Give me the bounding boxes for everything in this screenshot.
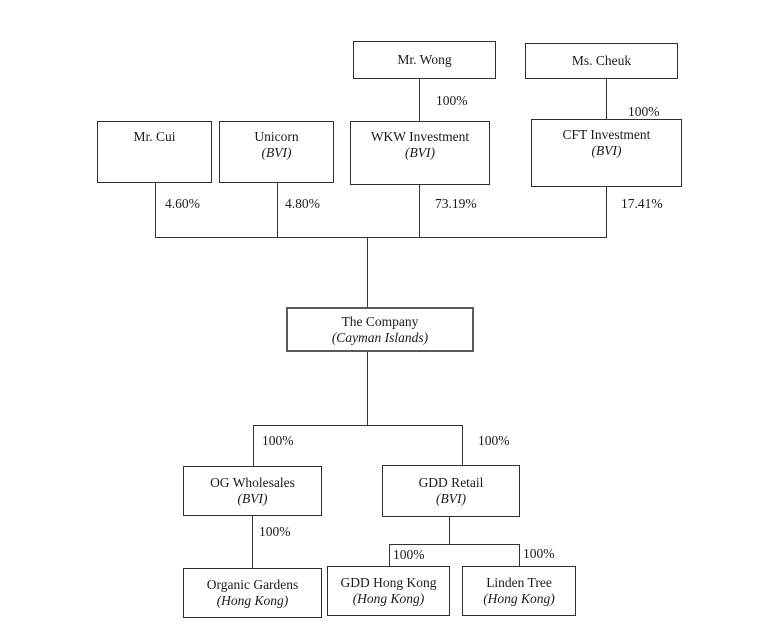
entity-name: Linden Tree [486,575,552,590]
entity-name: WKW Investment [370,129,470,144]
connector-line [253,425,463,426]
node-wkw-investment: WKW Investment (BVI) [350,121,490,185]
connector-line [389,544,520,545]
node-organic-gardens: Organic Gardens (Hong Kong) [183,568,322,618]
connector-line [155,237,607,238]
connector-line [367,352,368,425]
entity-name: Organic Gardens [206,577,299,592]
ownership-label-company-to-gdd-retail: 100% [478,433,510,448]
connector-line [253,425,254,466]
connector-line [277,183,278,237]
entity-name: Mr. Cui [133,129,176,144]
entity-name: CFT Investment [562,127,651,142]
entity-jurisdiction: (Hong Kong) [352,591,425,606]
connector-line [449,517,450,544]
entity-jurisdiction: (BVI) [591,143,622,158]
entity-jurisdiction: (BVI) [261,145,292,160]
entity-name: OG Wholesales [210,475,295,490]
connector-line [155,183,156,237]
connector-line [519,544,520,566]
entity-jurisdiction: (Hong Kong) [216,593,289,608]
connector-line [389,544,390,566]
node-mr-wong: Mr. Wong [353,41,496,79]
entity-name: Ms. Cheuk [571,53,632,68]
entity-jurisdiction: (Hong Kong) [483,591,555,606]
connector-line [419,79,420,121]
entity-name: Unicorn [254,129,299,144]
ownership-label-company-to-og: 100% [262,433,294,448]
entity-name: GDD Hong Kong [340,575,437,590]
node-og-wholesales: OG Wholesales (BVI) [183,466,322,516]
connector-line [462,425,463,465]
entity-jurisdiction: (BVI) [405,145,435,160]
ownership-label-cheuk-to-cft: 100% [628,104,660,119]
ownership-label-cui-to-company: 4.60% [165,196,200,211]
entity-jurisdiction: (BVI) [237,491,268,506]
ownership-label-og-to-organic-gardens: 100% [259,524,291,539]
ownership-label-cft-to-company: 17.41% [621,196,663,211]
entity-name: GDD Retail [418,475,484,490]
ownership-label-gdd-to-gdd-hong-kong: 100% [393,547,425,562]
ownership-label-unicorn-to-company: 4.80% [285,196,320,211]
node-linden-tree: Linden Tree (Hong Kong) [462,566,576,616]
node-mr-cui: Mr. Cui [97,121,212,183]
node-cft-investment: CFT Investment (BVI) [531,119,682,187]
ownership-label-wong-to-wkw: 100% [436,93,468,108]
node-ms-cheuk: Ms. Cheuk [525,43,678,79]
connector-line [419,185,420,237]
ownership-label-wkw-to-company: 73.19% [435,196,477,211]
node-unicorn: Unicorn (BVI) [219,121,334,183]
node-gdd-retail: GDD Retail (BVI) [382,465,520,517]
connector-line [367,237,368,307]
connector-line [606,79,607,119]
connector-line [252,516,253,568]
entity-name: The Company [341,313,419,329]
connector-line [606,187,607,237]
node-gdd-hong-kong: GDD Hong Kong (Hong Kong) [327,566,450,616]
entity-name: Mr. Wong [397,52,452,67]
node-the-company: The Company (Cayman Islands) [286,307,474,352]
entity-jurisdiction: (BVI) [436,491,466,506]
ownership-label-gdd-to-linden-tree: 100% [523,546,555,561]
entity-jurisdiction: (Cayman Islands) [331,329,429,345]
